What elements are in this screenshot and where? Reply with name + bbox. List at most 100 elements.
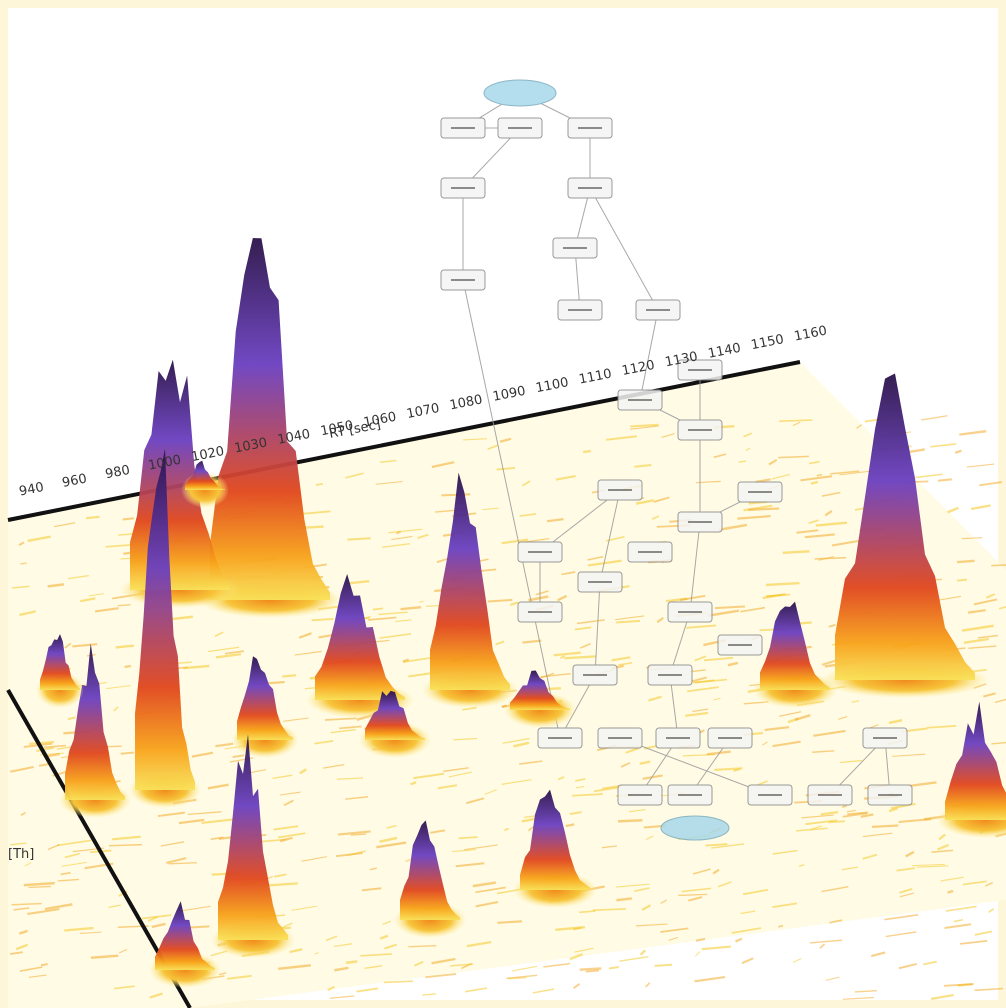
streak (801, 814, 834, 819)
streak (569, 953, 583, 961)
streak (714, 605, 745, 610)
streak (85, 515, 100, 520)
streak (557, 776, 565, 781)
streak (630, 425, 659, 430)
streak (954, 449, 962, 454)
streak (745, 447, 751, 452)
rt-tick-label: 1070 (405, 401, 440, 422)
streak (765, 581, 800, 587)
streak (854, 989, 878, 993)
streak (20, 562, 27, 565)
streak (419, 600, 424, 603)
streak (983, 692, 996, 698)
streak (113, 706, 119, 712)
streak (57, 878, 80, 882)
streak (916, 865, 949, 868)
peak (365, 690, 425, 740)
rt-tick-label: 1160 (793, 323, 828, 344)
streak (495, 640, 505, 646)
streak (380, 459, 397, 463)
streak (966, 463, 995, 468)
streak (947, 889, 954, 894)
streak (633, 887, 650, 892)
streak (991, 741, 1006, 745)
streak (224, 650, 244, 655)
edge (619, 737, 771, 796)
streak (898, 818, 932, 824)
streak (504, 827, 509, 832)
streak (899, 887, 913, 894)
streak (80, 597, 96, 603)
streak (618, 662, 633, 666)
streak (938, 833, 946, 841)
streak (556, 594, 568, 602)
streak (713, 697, 721, 701)
streak (18, 541, 25, 546)
streak (13, 907, 30, 911)
streak (821, 491, 841, 497)
streak (615, 615, 645, 621)
streak (778, 455, 809, 459)
streak (654, 963, 673, 967)
streak (487, 598, 513, 603)
streak (402, 656, 432, 663)
streak (912, 863, 945, 867)
streak (962, 880, 987, 886)
streak (484, 789, 497, 796)
streak (378, 611, 408, 616)
streak (630, 423, 659, 428)
streak (740, 910, 756, 915)
streak (178, 818, 205, 825)
streak (688, 895, 703, 902)
streak (772, 740, 801, 748)
streak (575, 778, 586, 782)
streak (841, 804, 848, 809)
streak (336, 777, 364, 780)
streak (842, 812, 868, 818)
peaks (36, 238, 1006, 988)
streak (207, 783, 229, 790)
streak (349, 579, 370, 585)
streak (645, 982, 651, 988)
streak (841, 866, 858, 871)
streak (856, 424, 863, 429)
streak (808, 519, 819, 525)
edge (462, 279, 561, 739)
streak (410, 781, 417, 786)
streak (44, 903, 73, 911)
streak (122, 517, 135, 521)
streak (825, 976, 840, 981)
streak (400, 605, 422, 611)
streak (695, 951, 701, 957)
streak (383, 980, 414, 984)
streak (580, 642, 591, 649)
streak (386, 824, 397, 829)
streak (569, 811, 582, 815)
streak (325, 935, 338, 942)
rt-tick-label: 1030 (233, 435, 268, 456)
streak (585, 969, 600, 973)
streak (762, 741, 768, 746)
streak (938, 595, 962, 601)
streak (896, 867, 915, 872)
peak (835, 373, 975, 680)
streak (437, 784, 458, 790)
streak (448, 771, 472, 778)
streak (450, 963, 474, 967)
streak (940, 876, 964, 882)
streak (528, 595, 549, 602)
streak (214, 631, 224, 638)
streak (707, 609, 740, 617)
streak (639, 949, 647, 956)
streak (379, 836, 398, 843)
streak (692, 868, 711, 875)
streak (218, 836, 233, 840)
streak (888, 807, 899, 813)
streak (72, 643, 98, 648)
streak (64, 926, 94, 932)
streak (828, 623, 836, 628)
streak (898, 962, 917, 970)
streak (705, 843, 728, 847)
peak (430, 472, 510, 690)
